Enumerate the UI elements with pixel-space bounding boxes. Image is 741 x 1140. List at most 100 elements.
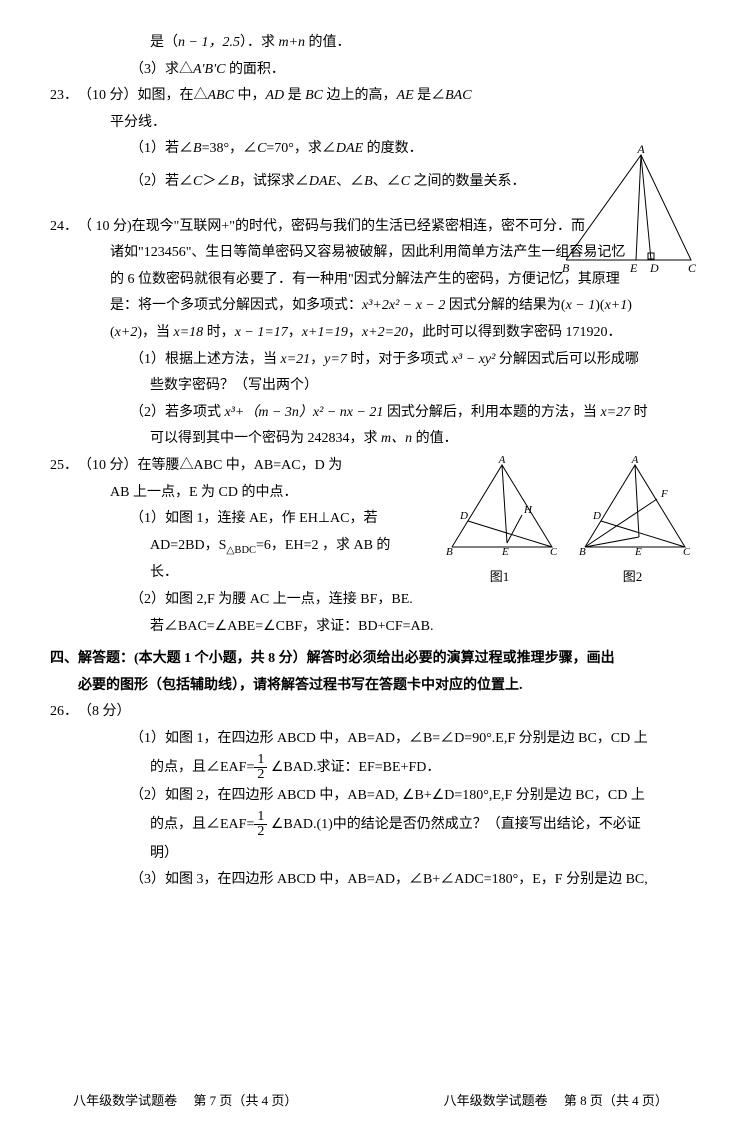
fig2-caption: 图2 [575, 565, 690, 590]
dae: DAE [309, 174, 336, 189]
svg-text:D: D [459, 510, 468, 522]
q22-part3: （3）求△A'B'C 的面积． [50, 57, 691, 84]
label-B: B [562, 261, 570, 275]
t: 若∠BAC=∠ABE=∠CBF，求证：BD+CF=AB. [50, 614, 691, 641]
page-footer: 八年级数学试题卷 第 7 页（共 4 页） 八年级数学试题卷 第 8 页（共 4… [0, 1089, 741, 1114]
t: ， [348, 325, 362, 340]
text: （3）求△ [130, 62, 193, 77]
footer-left-page: 第 7 页（共 4 页） [193, 1093, 297, 1108]
y: y=7 [324, 352, 347, 367]
q25-figure: A B C D E H A B C D E F 图1 [441, 455, 691, 590]
f1: x − 1 [566, 298, 596, 313]
svg-text:H: H [523, 504, 533, 516]
svg-text:E: E [634, 546, 642, 558]
t: 时， [203, 325, 235, 340]
poly: x³ − xy² [452, 352, 495, 367]
abc: ABC [208, 88, 234, 103]
svg-text:C: C [683, 546, 690, 558]
svg-text:F: F [660, 488, 668, 500]
t: （2）如图 2,F 为腰 AC 上一点，连接 BF，BE. [50, 587, 691, 614]
section4-head2: 必要的图形（包括辅助线），请将解答过程书写在答题卡中对应的位置上. [50, 673, 691, 700]
t: 、∠ [336, 174, 364, 189]
q23-p1: （1）若∠B=38°，∠C=70°，求∠DAE 的度数． [50, 136, 530, 163]
x18: x=18 [174, 325, 204, 340]
t: ，试探求∠ [239, 174, 309, 189]
t: )( [595, 298, 604, 313]
label-A: A [636, 145, 645, 156]
t: =6，EH=2 ，求 AB 的 [256, 538, 390, 553]
q23-figure: A B C E D [556, 145, 696, 275]
t: 的点，且∠EAF= [150, 817, 254, 832]
bc: BC [305, 88, 323, 103]
q26-number: 26． [50, 699, 78, 726]
t: 是 [284, 88, 305, 103]
mn: m、n [381, 431, 412, 446]
q26: 26．（8 分） （1）如图 1，在四边形 ABCD 中，AB=AD，∠B=∠D… [50, 699, 691, 894]
footer-right-page: 第 8 页（共 4 页） [564, 1093, 668, 1108]
pts: （8 分） [78, 704, 131, 719]
t: 是∠ [414, 88, 446, 103]
t: 的点，且∠EAF= [150, 760, 254, 775]
q23-pingfen: 平分线． [50, 110, 530, 137]
q23-number: 23． [50, 83, 78, 110]
x: x=21 [281, 352, 311, 367]
label-D: D [649, 261, 659, 275]
t: 可以得到其中一个密码为 242834，求 [150, 431, 381, 446]
expr: n − 1，2.5 [178, 35, 240, 50]
fraction-half: 12 [254, 810, 267, 839]
t: （1）若∠ [130, 141, 193, 156]
svg-text:D: D [592, 510, 601, 522]
t: AD=2BD，S [150, 538, 226, 553]
t: 些数字密码？（写出两个） [50, 373, 691, 400]
sub: △BDC [226, 544, 256, 555]
q25: A B C D E H A B C D E F 图1 [50, 453, 691, 640]
t: )，当 [137, 325, 173, 340]
poly: x³+（m − 3n）x² − nx − 21 [225, 405, 384, 420]
t: （2）如图 2，在四边形 ABCD 中，AB=AD, ∠B+∠D=180°,E,… [50, 783, 691, 810]
C: C [257, 141, 266, 156]
q25-number: 25． [50, 453, 78, 480]
t: 因式分解的结果为( [445, 298, 565, 313]
svg-text:B: B [446, 546, 453, 558]
f3: x+2 [115, 325, 138, 340]
t: （3）如图 3，在四边形 ABCD 中，AB=AD，∠B+∠ADC=180°，E… [50, 867, 691, 894]
t: ， [310, 352, 324, 367]
t: 的值． [412, 431, 458, 446]
text: ）．求 [240, 35, 279, 50]
t: （1）根据上述方法，当 [130, 352, 281, 367]
fraction-half: 12 [254, 753, 267, 782]
svg-text:B: B [579, 546, 586, 558]
t: 、∠ [373, 174, 401, 189]
t: 分解因式后可以形成哪 [495, 352, 639, 367]
label-E: E [629, 261, 638, 275]
var: m+n [278, 35, 305, 50]
x: x=27 [600, 405, 630, 420]
t: 因式分解后，利用本题的方法，当 [383, 405, 600, 420]
t: （1）如图 1，在四边形 ABCD 中，AB=AD，∠B=∠D=90°.E,F … [50, 726, 691, 753]
svg-text:A: A [498, 455, 506, 466]
t: ) [627, 298, 632, 313]
e1: x − 1=17 [235, 325, 288, 340]
t: （10 分）如图，在△ [78, 88, 208, 103]
t: ＞∠ [202, 174, 230, 189]
t: 明） [50, 841, 691, 868]
tri: A'B'C [193, 62, 225, 77]
svg-text:A: A [631, 455, 639, 466]
q23-p2: （2）若∠C＞∠B，试探求∠DAE、∠B、∠C 之间的数量关系． [50, 169, 530, 196]
t: 的度数． [363, 141, 423, 156]
t: （ 10 分)在现今"互联网+"的时代，密码与我们的生活已经紧密相连，密不可分．… [78, 219, 585, 234]
t: 中， [234, 88, 266, 103]
dae: DAE [336, 141, 363, 156]
C: C [193, 174, 202, 189]
e2: x+1=19 [302, 325, 348, 340]
t: （2）若多项式 [130, 405, 225, 420]
fig1-caption: 图1 [442, 565, 557, 590]
t: =38°，∠ [202, 141, 258, 156]
B: B [230, 174, 239, 189]
t: ， [288, 325, 302, 340]
bac: BAC [445, 88, 471, 103]
t: 之间的数量关系． [410, 174, 526, 189]
B2: B [364, 174, 373, 189]
t: ，此时可以得到数字密码 171920． [408, 325, 622, 340]
e3: x+2=20 [362, 325, 408, 340]
